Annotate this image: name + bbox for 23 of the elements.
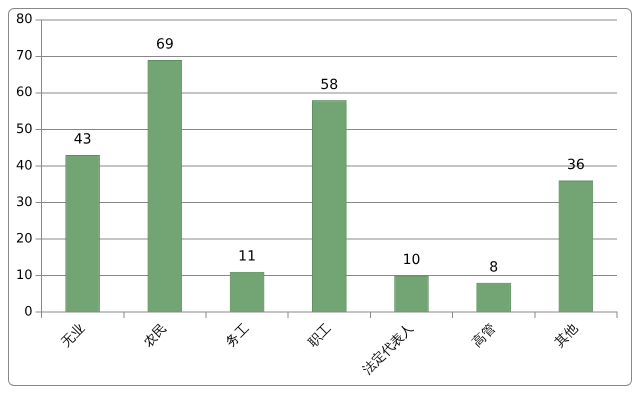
x-tick-label: 高管 [469,320,499,350]
y-tick-label: 0 [24,304,33,320]
data-label: 36 [566,157,585,174]
y-tick-label: 50 [16,122,33,137]
y-tick-label: 60 [16,85,33,100]
x-tick-label: 职工 [305,321,334,350]
data-label: 11 [238,248,256,264]
x-tick-label: 无业 [58,321,88,350]
y-tick-label: 30 [16,194,33,210]
x-tick-label: 务工 [223,321,252,350]
x-tick-label: 法定代表人 [360,321,417,378]
data-label: 10 [402,252,420,268]
y-tick-label: 70 [16,48,33,64]
data-label: 43 [74,132,92,148]
data-label: 8 [489,259,498,276]
x-tick-label: 农民 [141,321,170,350]
data-label: 69 [156,36,174,53]
data-label: 58 [320,76,338,93]
y-tick-label: 80 [16,12,33,28]
x-tick-label: 其他 [552,321,582,350]
y-tick-label: 20 [16,231,33,246]
y-tick-label: 10 [16,268,33,283]
y-tick-label: 40 [16,158,33,174]
